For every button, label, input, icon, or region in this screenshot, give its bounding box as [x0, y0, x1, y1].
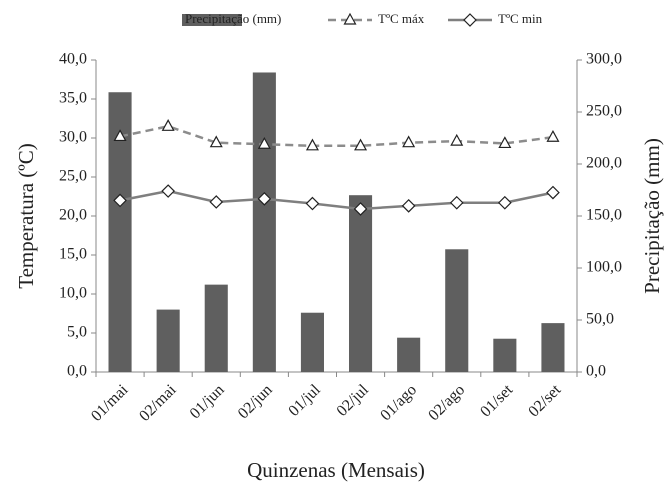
marker: [353, 202, 368, 216]
x-tick-label: 01/ago: [377, 381, 420, 424]
marker: [546, 185, 560, 200]
y-axis-title: Temperatura (ºC): [14, 143, 38, 289]
x-tick-label: 01/jul: [285, 381, 324, 420]
y2-tick-label: 50,0: [586, 311, 614, 328]
marker: [305, 196, 320, 211]
y-tick-label: 0,0: [67, 363, 87, 380]
bar: [156, 309, 180, 372]
y-tick-label: 5,0: [67, 324, 87, 341]
bar: [445, 249, 469, 372]
marker: [449, 195, 464, 210]
marker: [354, 138, 368, 151]
y2-tick-label: 250,0: [586, 103, 622, 120]
x-tick-label: 01/set: [477, 381, 516, 420]
legend-label: Precipitação (mm): [185, 11, 281, 26]
legend-swatch: [182, 14, 242, 26]
y-tick-label: 40,0: [59, 51, 87, 68]
bar: [493, 338, 517, 372]
marker: [498, 136, 512, 149]
legend-label: TºC máx: [378, 11, 425, 26]
marker: [257, 136, 271, 149]
bar: [397, 337, 421, 372]
marker: [450, 133, 464, 146]
y-tick-label: 10,0: [59, 285, 87, 302]
bar: [300, 312, 324, 372]
marker: [498, 195, 512, 210]
y2-tick-label: 0,0: [586, 363, 606, 380]
x-tick-label: 02/jul: [334, 381, 373, 420]
line: [119, 125, 554, 148]
y-tick-label: 35,0: [59, 90, 87, 107]
x-tick-label: 02/jun: [235, 381, 276, 422]
y-tick-label: 15,0: [59, 246, 87, 263]
y-tick-label: 25,0: [59, 168, 87, 185]
x-tick-label: 02/mai: [136, 381, 180, 425]
marker: [402, 135, 416, 148]
x-tick-label: 02/set: [525, 381, 564, 420]
x-axis-title: Quinzenas (Mensais): [247, 458, 425, 482]
y2-tick-label: 300,0: [586, 51, 622, 68]
bar: [204, 284, 228, 372]
y-tick-label: 20,0: [59, 207, 87, 224]
x-tick-label: 01/jun: [187, 381, 228, 422]
marker: [257, 191, 272, 206]
y2-axis-title: Precipitação (mm): [640, 138, 664, 294]
line: [119, 189, 554, 211]
marker: [113, 193, 127, 208]
y-tick-label: 30,0: [59, 129, 87, 146]
marker: [161, 184, 175, 198]
y2-tick-label: 150,0: [586, 207, 622, 224]
bar: [541, 323, 565, 372]
bar: [252, 72, 276, 372]
marker: [546, 129, 560, 142]
marker: [161, 119, 175, 131]
bar: [108, 92, 132, 373]
bar: [349, 195, 373, 372]
marker: [463, 13, 477, 27]
x-tick-label: 01/mai: [88, 381, 132, 425]
marker: [209, 195, 224, 209]
x-tick-label: 02/ago: [425, 381, 468, 424]
marker: [305, 138, 319, 151]
marker: [209, 135, 223, 148]
marker: [113, 129, 127, 142]
marker: [401, 199, 416, 213]
legend-label: TºC min: [498, 11, 543, 26]
marker: [343, 12, 357, 25]
y2-tick-label: 100,0: [586, 259, 622, 276]
y2-tick-label: 200,0: [586, 155, 622, 172]
